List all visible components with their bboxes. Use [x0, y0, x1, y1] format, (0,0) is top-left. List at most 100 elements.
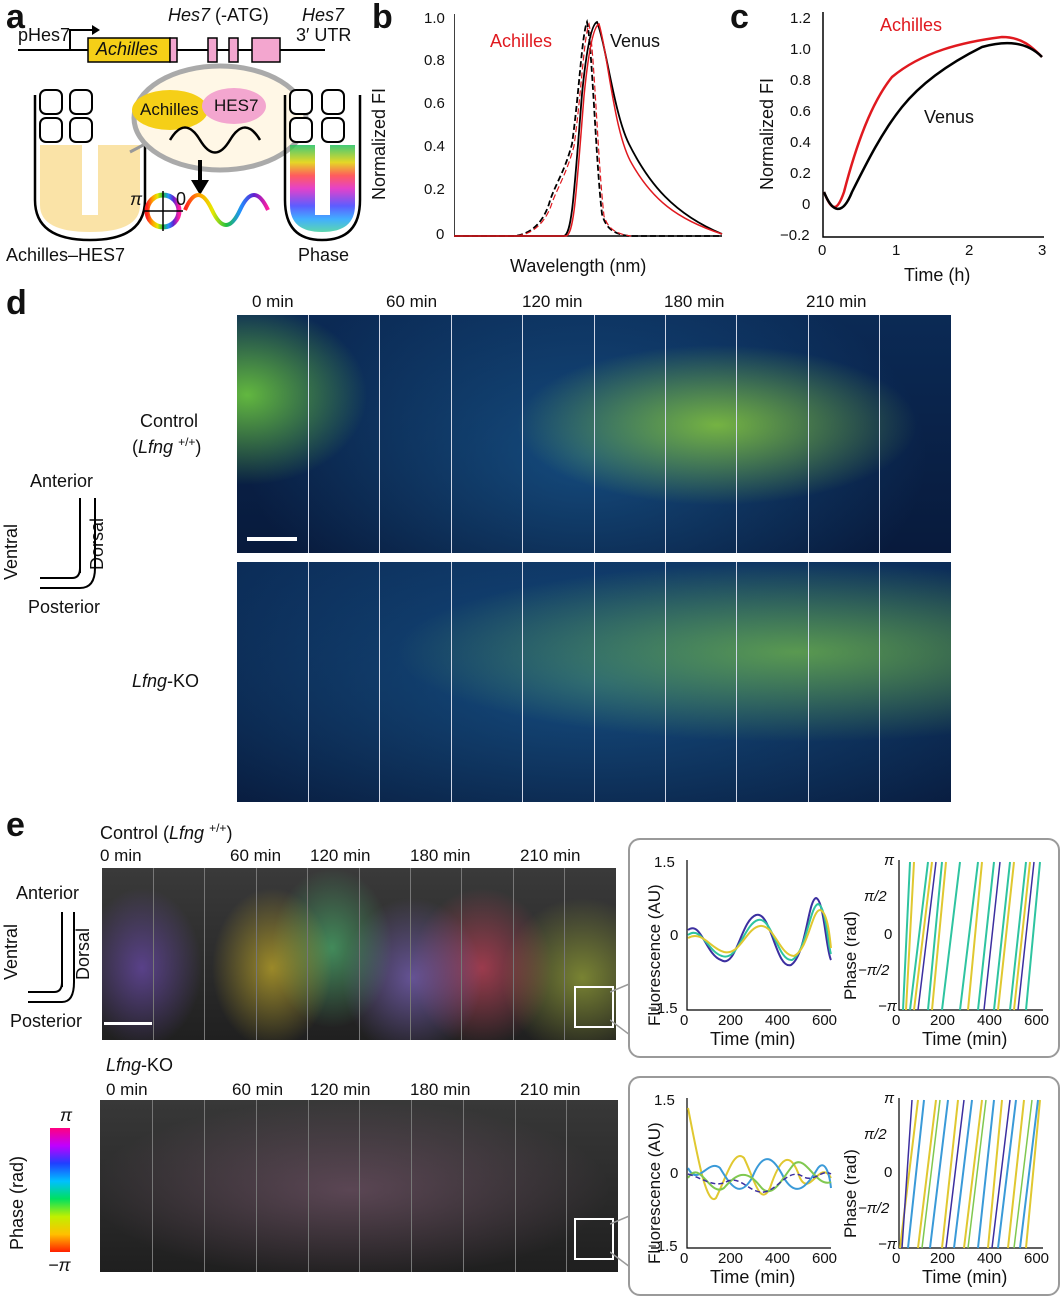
e-k-px-3: 600: [1024, 1250, 1050, 1267]
e-c-fluor-plot: [686, 860, 832, 1011]
d-row2-rest: -KO: [167, 671, 200, 691]
c-xtick-1: 1: [892, 242, 901, 259]
b-ytick-0: 0: [436, 226, 445, 243]
e-control-roi: [574, 986, 614, 1028]
d-time-3: 180 min: [664, 292, 725, 311]
e-control-title: Control (Lfng +/+): [100, 821, 233, 844]
c-ytick-3: 0.4: [790, 134, 811, 151]
e-c-px-1: 200: [930, 1012, 956, 1029]
bubble-achilles-label: Achilles: [140, 100, 199, 119]
e-control-close: ): [226, 823, 233, 843]
e-c-px-2: 400: [977, 1012, 1003, 1029]
e-posterior: Posterior: [10, 1011, 83, 1031]
e-k-pxlabel: Time (min): [922, 1267, 1008, 1287]
e-k-px-0: 0: [892, 1250, 901, 1267]
e-traces-control: Fluorescence (AU) 1.5 0 −1.5 0 200 400 6…: [628, 838, 1060, 1058]
e-c-py-2: 0: [884, 926, 893, 943]
colorbar-bottom: −π: [48, 1255, 71, 1275]
e-k-phase-plot: [898, 1098, 1043, 1249]
e-ko-time-3: 180 min: [410, 1080, 471, 1099]
e-ventral: Ventral: [1, 923, 21, 980]
e-k-fluor-plot: [686, 1098, 832, 1249]
d-ventral: Ventral: [1, 523, 21, 580]
e-c-phase-plot: [898, 860, 1043, 1011]
e-time-4: 210 min: [520, 846, 581, 865]
e-time-3: 180 min: [410, 846, 471, 865]
d-row1-label: Control: [140, 411, 199, 432]
c-xlabel: Time (h): [904, 265, 971, 285]
scale-bar: [247, 537, 297, 541]
b-ytick-5: 1.0: [424, 10, 445, 27]
d-row1-gene: Lfng: [138, 437, 174, 457]
c-ytick-2: 0.2: [790, 165, 811, 182]
d-row1-control: Control: [140, 411, 199, 431]
e-k-fx-3: 600: [812, 1250, 838, 1267]
achilles-hes7-caption: Achilles–HES7: [6, 245, 126, 265]
d-row2-label: Lfng-KO: [132, 671, 200, 692]
panel-b: Normalized FI 1.0 0.8 0.6 0.4 0.2 0 Achi…: [369, 0, 730, 280]
e-time-1: 60 min: [230, 846, 282, 865]
e-k-fx-2: 400: [765, 1250, 791, 1267]
e-k-fx-0: 0: [680, 1250, 689, 1267]
b-ytick-2: 0.4: [424, 138, 445, 155]
colorbar-top: π: [60, 1105, 73, 1125]
phase-colorbar: [50, 1128, 70, 1252]
b-xlabel: Wavelength (nm): [510, 256, 647, 276]
e-c-fx-1: 200: [718, 1012, 744, 1029]
panel-label-d: d: [6, 284, 27, 322]
c-xtick-3: 3: [1038, 242, 1047, 259]
c-xtick-2: 2: [965, 242, 974, 259]
e-k-py-3: −π/2: [858, 1200, 890, 1217]
e-ko-time-1: 60 min: [232, 1080, 284, 1099]
e-k-py-2: 0: [884, 1164, 893, 1181]
d-time-4: 210 min: [806, 292, 867, 311]
e-strip-control: [102, 868, 616, 1040]
utr-gene: Hes7: [302, 5, 345, 25]
b-ytick-3: 0.6: [424, 95, 445, 112]
c-ytick-1: 0: [802, 196, 811, 213]
e-k-fy-2: −1.5: [648, 1238, 678, 1255]
utr-label: 3′ UTR: [296, 25, 352, 45]
e-c-py-0: π: [884, 852, 895, 869]
e-ko-rest: -KO: [141, 1055, 174, 1075]
e-traces-ko: Fluorescence (AU) 1.5 0 −1.5 0 200 400 6…: [628, 1076, 1060, 1296]
e-c-fxlabel: Time (min): [710, 1029, 796, 1049]
panel-a-diagram: [18, 25, 362, 242]
c-series-venus: Venus: [924, 107, 975, 127]
e-ko-time-2: 120 min: [310, 1080, 371, 1099]
b-plot: [454, 14, 723, 237]
phase-caption: Phase: [298, 245, 350, 265]
e-ko-time-0: 0 min: [106, 1080, 148, 1099]
e-k-fy-1: 0: [670, 1165, 679, 1182]
e-k-fx-1: 200: [718, 1250, 744, 1267]
d-strip-ko: [237, 562, 951, 802]
e-c-fx-2: 400: [765, 1012, 791, 1029]
e-control-sup: +/+: [209, 821, 227, 835]
pi-label: π: [130, 189, 143, 209]
d-posterior: Posterior: [28, 597, 101, 617]
e-orientation: Anterior Posterior Ventral Dorsal: [0, 880, 102, 1031]
b-series-venus: Venus: [610, 31, 661, 51]
e-time-0: 0 min: [100, 846, 142, 865]
e-c-px-0: 0: [892, 1012, 901, 1029]
c-ylabel: Normalized FI: [757, 77, 777, 190]
atg-note: (-ATG): [215, 5, 269, 25]
promoter-label: pHes7: [18, 25, 71, 45]
e-k-fy-0: 1.5: [654, 1092, 675, 1109]
c-ytick-7: 1.2: [790, 10, 811, 27]
panel-label-a: a: [6, 0, 25, 36]
panel-c: Normalized FI 1.2 1.0 0.8 0.6 0.4 0.2 0 …: [730, 0, 1060, 290]
e-c-fy-2: −1.5: [648, 1000, 678, 1017]
e-k-phase-ylabel: Phase (rad): [841, 1149, 860, 1238]
e-ko-title: Lfng-KO: [106, 1055, 174, 1076]
c-ytick-5: 0.8: [790, 72, 811, 89]
c-ytick-4: 0.6: [790, 103, 811, 120]
c-series-achilles: Achilles: [880, 15, 943, 35]
e-c-fy-1: 0: [670, 927, 679, 944]
e-strip-ko: [100, 1100, 618, 1272]
b-ytick-1: 0.2: [424, 181, 445, 198]
d-orient-shape: [40, 498, 96, 589]
e-ko-roi: [574, 1218, 614, 1260]
e-k-fxlabel: Time (min): [710, 1267, 796, 1287]
e-c-phase-ylabel: Phase (rad): [841, 911, 860, 1000]
